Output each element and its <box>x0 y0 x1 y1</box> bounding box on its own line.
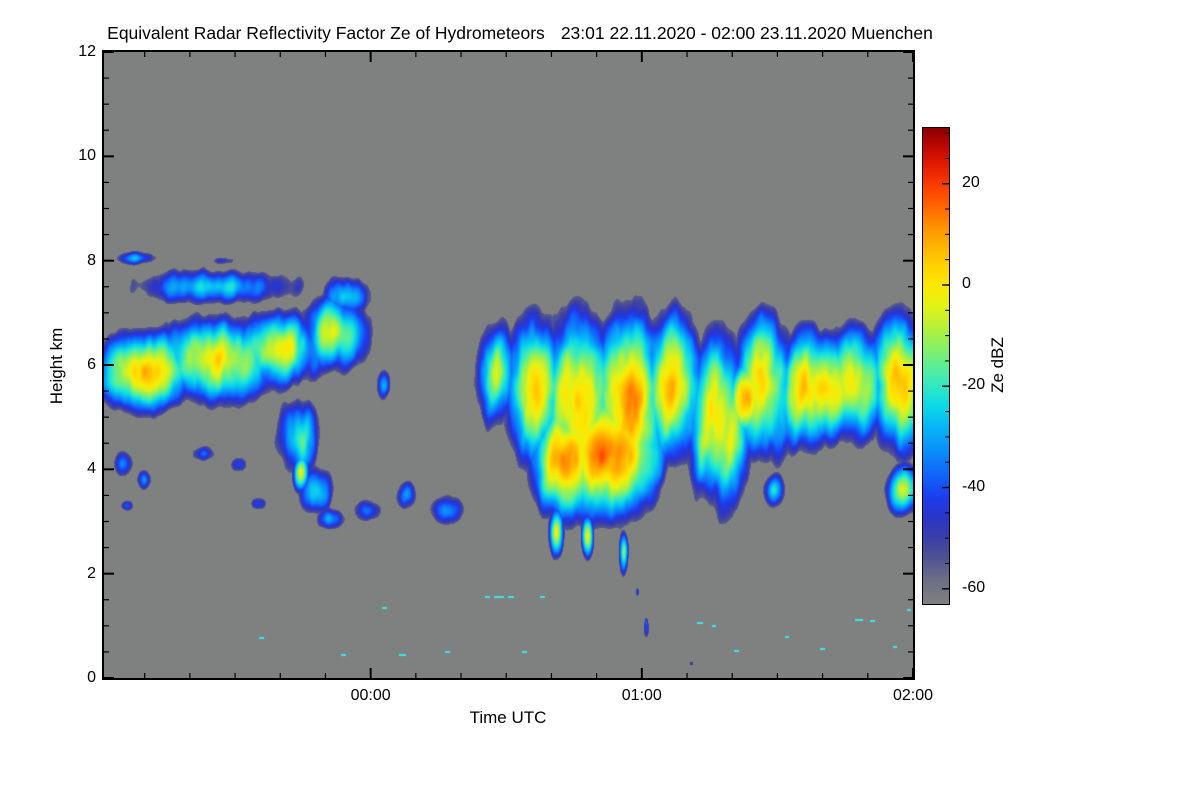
y-axis-tick-label-12: 12 <box>78 43 96 60</box>
colorbar-tick-label--40: -40 <box>962 477 986 495</box>
plot-area <box>102 50 915 680</box>
axis-ticks <box>104 52 913 678</box>
y-axis-tick-label-2: 2 <box>87 564 96 582</box>
colorbar-tick-label-0: 0 <box>962 274 971 292</box>
chart-period-label: 23:01 22.11.2020 - 02:00 23.11.2020 Muen… <box>560 23 933 43</box>
x-axis-tick-label-0200: 02:00 <box>892 687 934 704</box>
colorbar-tick-label-20: 20 <box>962 173 980 191</box>
y-axis-tick-label-8: 8 <box>87 251 96 269</box>
colorbar-tick-label--20: -20 <box>962 376 986 394</box>
y-axis-label: Height km <box>47 327 66 405</box>
x-axis-tick-label-0100: 01:00 <box>621 687 662 704</box>
colorbar-tick-label--60: -60 <box>962 578 986 596</box>
y-axis-tick-label-4: 4 <box>87 460 96 478</box>
y-axis-tick-label-6: 6 <box>87 356 96 373</box>
chart-title-row: Equivalent Radar Reflectivity Factor Ze … <box>0 23 1040 43</box>
colorbar <box>922 127 950 605</box>
x-axis-label: Time UTC <box>469 708 547 727</box>
colorbar-ticks <box>942 132 949 590</box>
y-axis-tick-label-0: 0 <box>87 669 96 686</box>
x-axis-tick-label-0000: 00:00 <box>350 687 391 704</box>
reflectivity-heatmap <box>104 52 913 678</box>
chart-title: Equivalent Radar Reflectivity Factor Ze … <box>107 23 545 43</box>
colorbar-label: Ze dBZ <box>988 337 1007 393</box>
y-axis-tick-label-10: 10 <box>78 147 96 165</box>
